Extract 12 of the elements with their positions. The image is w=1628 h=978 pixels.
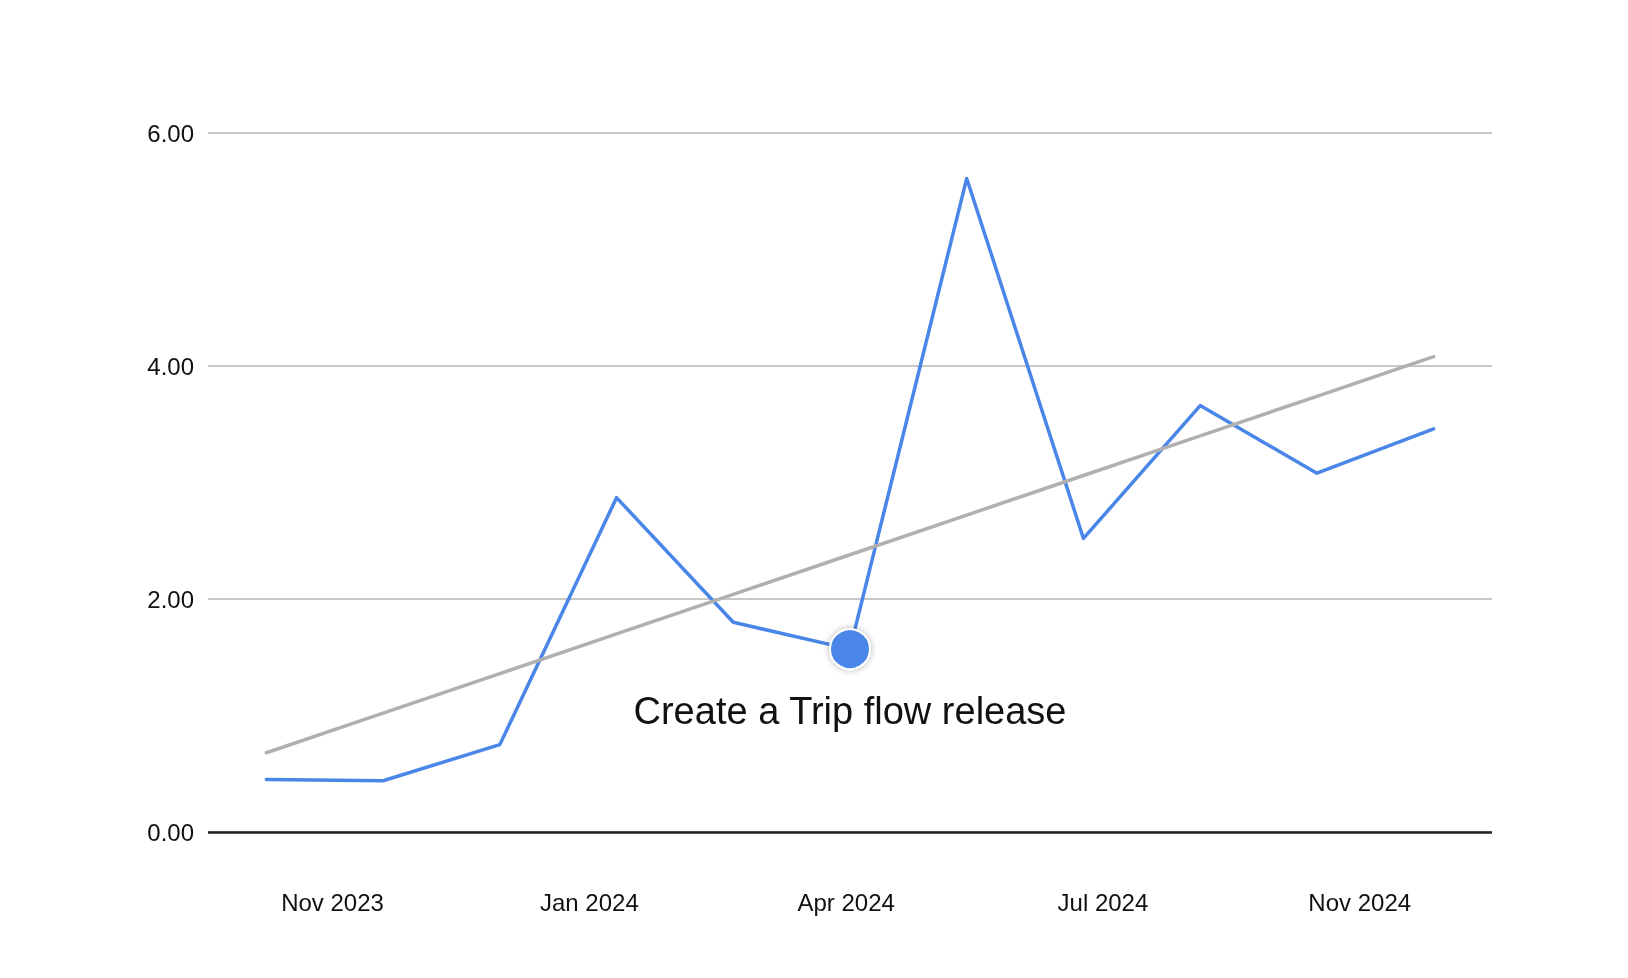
annotation: Create a Trip flow release bbox=[633, 690, 1067, 733]
text: Jan 2024 bbox=[539, 888, 639, 916]
y-tick-label: 2.00 bbox=[147, 585, 194, 613]
text: Nov 2024 bbox=[1308, 888, 1412, 916]
y-tick-label: 0.00 bbox=[147, 818, 194, 846]
text: Apr 2024 bbox=[797, 888, 895, 916]
y-tick-label: 6.00 bbox=[147, 119, 194, 147]
line-series bbox=[264, 354, 1436, 755]
text: Nov 2023 bbox=[281, 888, 384, 916]
line-series bbox=[264, 176, 1436, 783]
text: Jul 2024 bbox=[1057, 888, 1149, 916]
y-tick-label: 4.00 bbox=[147, 352, 194, 380]
